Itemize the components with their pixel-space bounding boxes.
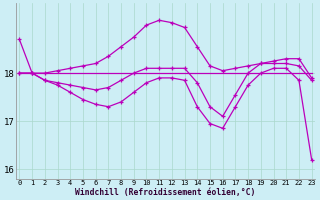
X-axis label: Windchill (Refroidissement éolien,°C): Windchill (Refroidissement éolien,°C) bbox=[75, 188, 256, 197]
